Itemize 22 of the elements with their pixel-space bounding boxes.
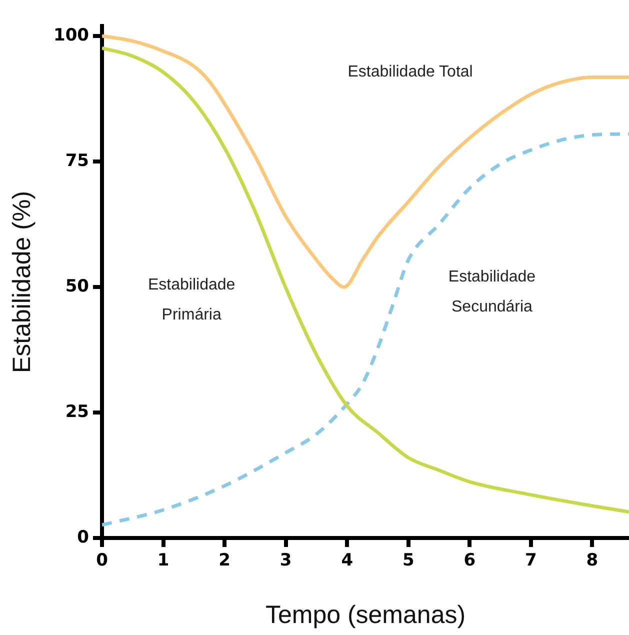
y-axis-title: Estabilidade (%) [8,190,36,374]
line-series [102,46,629,514]
x-tick-label: 5 [402,550,414,571]
text: Estabilidade Secundária [448,268,536,316]
x-tick-label: 2 [218,550,230,571]
x-tick-label: 4 [341,550,354,571]
line-series [102,132,629,527]
x-tick-label: 0 [96,550,108,571]
y-tick-label: 75 [65,150,89,171]
y-tick-label: 25 [65,402,89,422]
x-tick-label: 6 [464,550,476,571]
y-tick-label: 50 [65,276,90,296]
text: Estabilidade Total [348,63,473,80]
text: Estabilidade Primária [148,276,236,324]
x-tick-label: 3 [280,550,292,571]
y-tick-label: 100 [54,25,90,46]
line-series [102,34,629,289]
x-tick-label: 1 [157,550,170,571]
y-tick-label: 0 [77,527,90,548]
x-tick-label: 7 [525,550,537,571]
x-axis-title: Tempo (semanas) [265,600,466,629]
x-tick-label: 8 [586,550,598,571]
